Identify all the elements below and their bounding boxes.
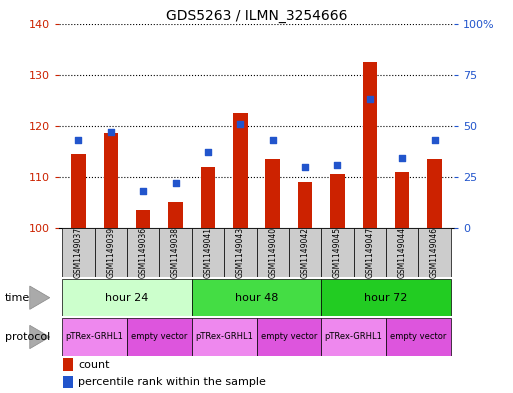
Text: empty vector: empty vector (131, 332, 188, 342)
Bar (192, 228, 224, 277)
Text: pTRex-GRHL1: pTRex-GRHL1 (325, 332, 383, 342)
Bar (127, 318, 192, 356)
Text: time: time (5, 293, 30, 303)
Bar (62, 318, 127, 356)
Title: GDS5263 / ILMN_3254666: GDS5263 / ILMN_3254666 (166, 9, 347, 22)
Point (301, 163, 309, 170)
Point (139, 188, 147, 194)
Text: GSM1149044: GSM1149044 (398, 227, 407, 278)
Bar (427, 159, 442, 228)
Bar (94, 228, 127, 277)
Polygon shape (30, 286, 50, 309)
Bar (321, 279, 451, 316)
Bar (395, 172, 409, 228)
Text: GSM1149038: GSM1149038 (171, 227, 180, 278)
Bar (363, 62, 377, 228)
Text: GSM1149043: GSM1149043 (236, 227, 245, 278)
Bar (224, 228, 256, 277)
Bar (265, 159, 280, 228)
Point (366, 96, 374, 102)
Point (236, 121, 244, 127)
Text: pTRex-GRHL1: pTRex-GRHL1 (195, 332, 253, 342)
Text: count: count (78, 360, 109, 369)
Text: GSM1149040: GSM1149040 (268, 227, 277, 278)
Text: GSM1149042: GSM1149042 (301, 227, 309, 278)
Text: pTRex-GRHL1: pTRex-GRHL1 (66, 332, 124, 342)
Point (333, 162, 342, 168)
Bar (63, 376, 73, 388)
Bar (104, 133, 118, 228)
Bar (321, 318, 386, 356)
Text: GSM1149037: GSM1149037 (74, 227, 83, 278)
Bar (419, 228, 451, 277)
Bar (62, 228, 94, 277)
Bar (330, 174, 345, 228)
Bar (321, 228, 353, 277)
Polygon shape (30, 325, 50, 349)
Text: protocol: protocol (5, 332, 50, 342)
Text: empty vector: empty vector (261, 332, 317, 342)
Text: percentile rank within the sample: percentile rank within the sample (78, 377, 266, 387)
Text: GSM1149047: GSM1149047 (365, 227, 374, 278)
Bar (136, 210, 150, 228)
Text: hour 72: hour 72 (364, 293, 408, 303)
Text: GSM1149045: GSM1149045 (333, 227, 342, 278)
Point (171, 180, 180, 186)
Point (398, 155, 406, 162)
Bar (289, 228, 321, 277)
Bar (62, 279, 192, 316)
Text: hour 48: hour 48 (235, 293, 278, 303)
Text: GSM1149039: GSM1149039 (106, 227, 115, 278)
Bar (63, 358, 73, 371)
Bar (71, 154, 86, 228)
Bar (201, 167, 215, 228)
Bar (160, 228, 192, 277)
Bar (233, 113, 248, 228)
Point (204, 149, 212, 156)
Bar (256, 228, 289, 277)
Bar (353, 228, 386, 277)
Text: GSM1149036: GSM1149036 (139, 227, 148, 278)
Point (107, 129, 115, 135)
Bar (298, 182, 312, 228)
Text: GSM1149041: GSM1149041 (204, 227, 212, 278)
Bar (386, 318, 451, 356)
Bar (256, 318, 321, 356)
Text: empty vector: empty vector (390, 332, 447, 342)
Bar (192, 279, 321, 316)
Bar (168, 202, 183, 228)
Bar (127, 228, 160, 277)
Bar (192, 318, 256, 356)
Point (269, 137, 277, 143)
Text: GSM1149046: GSM1149046 (430, 227, 439, 278)
Bar (386, 228, 419, 277)
Point (430, 137, 439, 143)
Point (74, 137, 83, 143)
Text: hour 24: hour 24 (105, 293, 149, 303)
